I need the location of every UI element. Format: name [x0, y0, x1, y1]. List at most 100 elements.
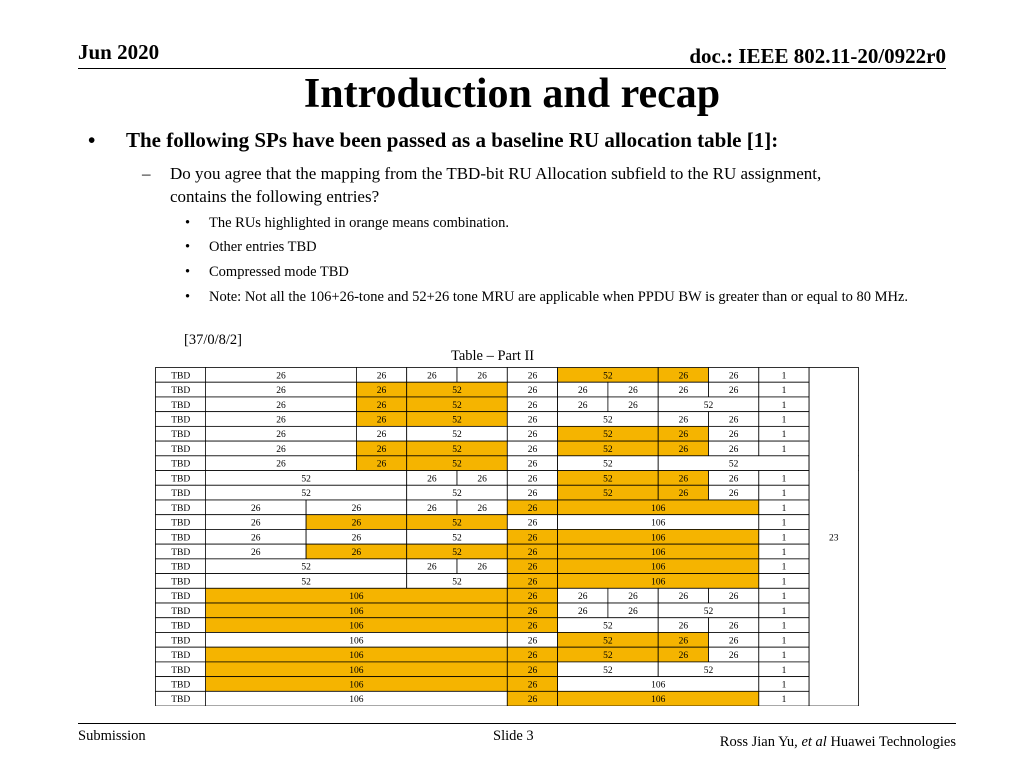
- table-cell-text: 52: [452, 401, 462, 411]
- table-cell-text: 1: [782, 622, 787, 632]
- table-cell-text: 26: [729, 636, 739, 646]
- table-cell-text: 26: [528, 430, 538, 440]
- table-cell-text: 26: [377, 371, 387, 381]
- table-cell-text: 52: [704, 607, 714, 617]
- table-cell-text: 52: [452, 577, 462, 587]
- footer-rule: [78, 723, 956, 724]
- table-cell-text: 52: [603, 416, 613, 426]
- table-cell-text: 52: [704, 666, 714, 676]
- footer-etal: et al: [801, 734, 827, 750]
- table-cell-text: 26: [528, 622, 538, 632]
- table-cell-text: 26: [528, 680, 538, 690]
- table-cell-text: 52: [603, 460, 613, 470]
- table-cell-text: 106: [651, 533, 666, 543]
- table-cell-text: 26: [528, 445, 538, 455]
- table-cell-text: 26: [679, 445, 689, 455]
- table-cell-text: 26: [679, 430, 689, 440]
- table-cell-text: 26: [477, 563, 487, 573]
- header-doc-id: doc.: IEEE 802.11-20/0922r0: [689, 44, 946, 68]
- footer-slide-number: Slide 3: [493, 728, 534, 744]
- table-cell-text: 26: [276, 460, 286, 470]
- table-cell-text: 52: [603, 666, 613, 676]
- footer-org: Huawei Technologies: [826, 734, 956, 750]
- table-cell-text: 26: [352, 504, 362, 514]
- table-cell-text: 26: [477, 371, 487, 381]
- table-cell-text: 26: [729, 651, 739, 661]
- bullet-dot: •: [88, 128, 96, 152]
- table-cell-text: TBD: [171, 416, 190, 426]
- table-cell-text: 26: [679, 371, 689, 381]
- table-cell-text: 26: [729, 474, 739, 484]
- table-cell-text: 106: [651, 519, 666, 529]
- table-cell-text: TBD: [171, 622, 190, 632]
- table-cell-text: 26: [377, 445, 387, 455]
- table-cell-text: 52: [452, 489, 462, 499]
- table-cell-text: 26: [352, 519, 362, 529]
- table-cell-text: 106: [349, 636, 364, 646]
- table-cell-text: TBD: [171, 695, 190, 705]
- bullet-level1-text: The following SPs have been passed as a …: [126, 128, 779, 152]
- table-cell-text: 52: [603, 430, 613, 440]
- sub-bullet-text: Compressed mode TBD: [209, 264, 349, 280]
- table-cell-text: 1: [782, 533, 787, 543]
- table-cell-text: 26: [427, 474, 437, 484]
- table-cell-text: 26: [679, 416, 689, 426]
- table-cell-text: 1: [782, 401, 787, 411]
- table-cell-text: 26: [729, 371, 739, 381]
- table-cell-text: 26: [729, 592, 739, 602]
- table-cell-text: 26: [528, 651, 538, 661]
- table-cell-text: 106: [651, 548, 666, 558]
- table-cell-text: 52: [452, 386, 462, 396]
- table-cell-text: 1: [782, 474, 787, 484]
- footer-submission: Submission: [78, 728, 146, 744]
- table-cell-text: 26: [679, 651, 689, 661]
- table-cell-text: 52: [603, 474, 613, 484]
- table-cell-text: 1: [782, 563, 787, 573]
- table-cell-text: 26: [528, 386, 538, 396]
- table-cell-text: 26: [578, 607, 588, 617]
- table-cell-text: 26: [276, 430, 286, 440]
- table-cell-text: TBD: [171, 401, 190, 411]
- table-cell-text: 26: [276, 401, 286, 411]
- bullet-dot: •: [185, 215, 191, 231]
- bullet-dot: •: [185, 264, 191, 280]
- table-cell-text: TBD: [171, 651, 190, 661]
- table-cell-text: 26: [528, 563, 538, 573]
- table-cell-text: 26: [352, 548, 362, 558]
- table-cell-text: 26: [729, 445, 739, 455]
- table-cell-text: 26: [377, 430, 387, 440]
- table-cell-text: 26: [251, 504, 261, 514]
- table-cell-text: 52: [452, 548, 462, 558]
- table-cell-text: 1: [782, 592, 787, 602]
- table-cell-text: 26: [528, 489, 538, 499]
- table-cell-text: 26: [528, 666, 538, 676]
- table-cell-text: 26: [679, 592, 689, 602]
- table-cell-text: 106: [349, 666, 364, 676]
- table-cell-text: 26: [528, 416, 538, 426]
- table-cell-text: TBD: [171, 548, 190, 558]
- table-cell-text: TBD: [171, 533, 190, 543]
- table-cell-text: 26: [352, 533, 362, 543]
- table-caption: Table – Part II: [451, 348, 535, 364]
- table-cell-text: 26: [528, 519, 538, 529]
- table-cell-text: 106: [349, 622, 364, 632]
- table-cell-text: 26: [377, 460, 387, 470]
- table-cell-text: 52: [603, 371, 613, 381]
- table-cell-text: 26: [528, 695, 538, 705]
- table-cell-text: 52: [704, 401, 714, 411]
- table-cell-text: TBD: [171, 474, 190, 484]
- table-cell-text: 26: [628, 401, 638, 411]
- table-cell-text: 1: [782, 636, 787, 646]
- table-cell-text: TBD: [171, 592, 190, 602]
- table-cell-text: 26: [377, 401, 387, 411]
- table-cell-text: 106: [349, 607, 364, 617]
- table-cell-text: 1: [782, 548, 787, 558]
- sub-bullet-text: Note: Not all the 106+26-tone and 52+26 …: [209, 289, 909, 305]
- table-cell-text: TBD: [171, 386, 190, 396]
- table-cell-text: 26: [528, 504, 538, 514]
- table-cell-text: 52: [452, 533, 462, 543]
- table-cell-text: 26: [276, 371, 286, 381]
- table-cell-text: TBD: [171, 563, 190, 573]
- table-cell-text: TBD: [171, 504, 190, 514]
- table-cell-text: 26: [427, 371, 437, 381]
